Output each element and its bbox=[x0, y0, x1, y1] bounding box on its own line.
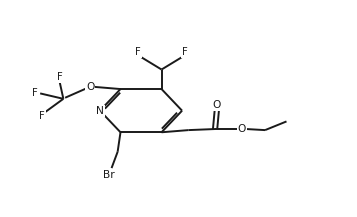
Text: F: F bbox=[39, 111, 45, 121]
Text: O: O bbox=[86, 82, 94, 92]
Text: F: F bbox=[182, 47, 188, 57]
Text: O: O bbox=[213, 100, 221, 110]
Text: Br: Br bbox=[103, 170, 115, 180]
Text: N: N bbox=[96, 106, 104, 116]
Text: F: F bbox=[57, 72, 63, 82]
Text: O: O bbox=[238, 124, 246, 134]
Text: F: F bbox=[32, 88, 38, 98]
Text: F: F bbox=[135, 47, 141, 57]
